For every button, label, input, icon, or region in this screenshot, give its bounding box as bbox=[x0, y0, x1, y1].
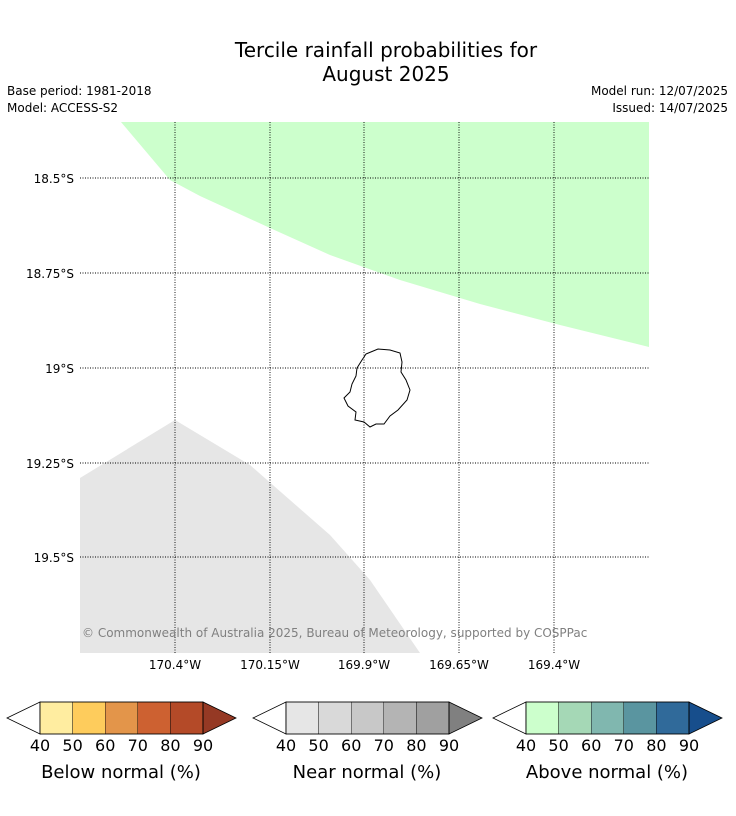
colorbar-low-extension bbox=[492, 701, 527, 735]
colorbar-low-extension bbox=[6, 701, 41, 735]
colorbar-tick-label: 60 bbox=[581, 736, 602, 755]
colorbar-tick-label: 40 bbox=[29, 736, 51, 755]
colorbar-outline bbox=[285, 701, 450, 735]
colorbar-swatch bbox=[525, 701, 559, 735]
colorbar-tick-label: 50 bbox=[548, 736, 569, 755]
colorbar-above-normal-ticks: 40 50 60 70 80 90 bbox=[491, 736, 723, 756]
colorbar-tick-label: 80 bbox=[406, 736, 427, 755]
colorbar-tick-label: 90 bbox=[192, 736, 214, 755]
colorbar-swatch bbox=[39, 701, 73, 735]
lat-label-3: 19°S bbox=[45, 362, 74, 376]
colorbar-outline bbox=[525, 701, 690, 735]
model-info: Base period: 1981-2018 Model: ACCESS-S2 bbox=[7, 83, 152, 117]
colorbar-below-normal-label: Below normal (%) bbox=[41, 762, 201, 783]
lon-label-5: 169.4°W bbox=[528, 658, 580, 672]
map-title: Tercile rainfall probabilities for Augus… bbox=[0, 38, 736, 86]
colorbar-tick-label: 80 bbox=[646, 736, 667, 755]
colorbar-near-normal-swatches bbox=[252, 701, 483, 735]
near-normal-region bbox=[80, 420, 420, 653]
lon-label-3: 169.9°W bbox=[338, 658, 390, 672]
colorbar-near-normal-label: Near normal (%) bbox=[292, 762, 442, 783]
colorbar-tick-label: 60 bbox=[341, 736, 362, 755]
colorbar-swatch bbox=[656, 701, 690, 735]
colorbar-swatch bbox=[590, 701, 624, 735]
colorbar-tick-label: 50 bbox=[62, 736, 83, 755]
lon-label-2: 170.15°W bbox=[240, 658, 300, 672]
colorbar-tick-label: 50 bbox=[308, 736, 329, 755]
colorbar-near-normal-ticks: 40 50 60 70 80 90 bbox=[251, 736, 483, 756]
colorbar-tick-label: 70 bbox=[613, 736, 634, 755]
colorbar-tick-label: 90 bbox=[678, 736, 700, 755]
model-name: Model: ACCESS-S2 bbox=[7, 101, 119, 115]
copyright-notice: © Commonwealth of Australia 2025, Bureau… bbox=[82, 626, 587, 640]
issued-date: Issued: 14/07/2025 bbox=[612, 101, 728, 115]
lon-label-1: 170.4°W bbox=[149, 658, 201, 672]
colorbar-swatch bbox=[383, 701, 417, 735]
lon-gridlines bbox=[174, 122, 555, 653]
lat-label-5: 19.5°S bbox=[34, 551, 74, 565]
colorbar-near-normal: 40 50 60 70 80 90 Near normal (%) bbox=[251, 700, 483, 790]
island-outline bbox=[343, 348, 411, 428]
run-info: Model run: 12/07/2025 Issued: 14/07/2025 bbox=[591, 83, 728, 117]
colorbar-swatch bbox=[285, 701, 319, 735]
title-line-2: August 2025 bbox=[322, 62, 450, 86]
colorbar-below-normal: 40 50 60 70 80 90 Below normal (%) bbox=[5, 700, 237, 790]
colorbar-above-normal-label: Above normal (%) bbox=[525, 762, 689, 783]
colorbar-tick-label: 40 bbox=[515, 736, 537, 755]
colorbar-swatch bbox=[72, 701, 106, 735]
colorbar-tick-label: 70 bbox=[127, 736, 148, 755]
colorbar-high-extension bbox=[202, 701, 237, 735]
colorbar-swatch bbox=[623, 701, 657, 735]
colorbar-low-extension bbox=[252, 701, 287, 735]
colorbar-tick-label: 80 bbox=[160, 736, 181, 755]
colorbar-high-extension bbox=[448, 701, 483, 735]
colorbar-swatch bbox=[318, 701, 352, 735]
colorbar-above-normal: 40 50 60 70 80 90 Above normal (%) bbox=[491, 700, 723, 790]
colorbar-tick-label: 90 bbox=[438, 736, 460, 755]
colorbar-swatch bbox=[350, 701, 384, 735]
lat-label-4: 19.25°S bbox=[26, 457, 74, 471]
colorbar-above-normal-swatches bbox=[492, 701, 723, 735]
colorbar-tick-label: 60 bbox=[95, 736, 116, 755]
map: 18.5°S 18.75°S 19°S 19.25°S 19.5°S 170.4… bbox=[26, 122, 649, 672]
lat-label-1: 18.5°S bbox=[34, 172, 74, 186]
lon-label-4: 169.65°W bbox=[429, 658, 489, 672]
colorbar-below-normal-ticks: 40 50 60 70 80 90 bbox=[5, 736, 237, 756]
colorbar-swatch bbox=[416, 701, 450, 735]
base-period: Base period: 1981-2018 bbox=[7, 84, 152, 98]
model-run: Model run: 12/07/2025 bbox=[590, 84, 728, 98]
title-line-1: Tercile rainfall probabilities for bbox=[234, 38, 538, 62]
colorbar-below-normal-swatches bbox=[6, 701, 237, 735]
colorbar-outline bbox=[39, 701, 204, 735]
colorbar-swatch bbox=[170, 701, 204, 735]
lat-label-2: 18.75°S bbox=[26, 267, 74, 281]
colorbar-swatch bbox=[137, 701, 171, 735]
colorbar-tick-label: 70 bbox=[373, 736, 394, 755]
colorbar-tick-label: 40 bbox=[275, 736, 297, 755]
colorbar-high-extension bbox=[688, 701, 723, 735]
colorbar-swatch bbox=[558, 701, 592, 735]
colorbar-swatch bbox=[104, 701, 138, 735]
